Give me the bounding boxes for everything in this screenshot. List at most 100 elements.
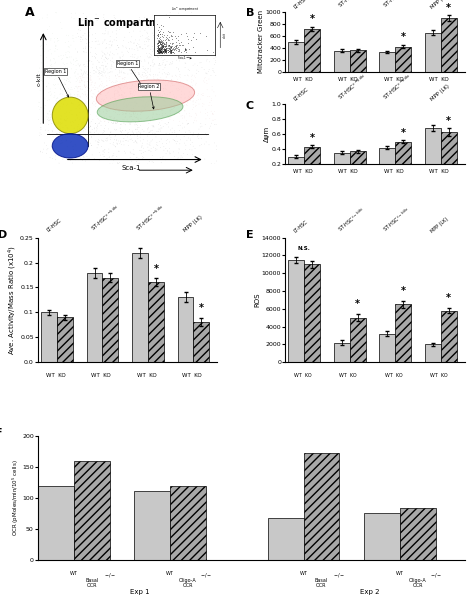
Point: [161, 0, 168, 10]
Point: [130, 149, 137, 159]
Point: [173, 131, 180, 141]
Point: [113, 186, 121, 195]
Point: [142, 105, 150, 115]
Point: [100, 97, 107, 106]
Point: [212, 71, 219, 80]
Point: [142, 100, 149, 109]
Point: [45, 126, 52, 135]
Point: [27, 36, 34, 46]
Point: [144, 29, 151, 39]
Point: [152, 144, 159, 153]
Point: [29, 30, 37, 40]
Point: [167, 34, 174, 44]
Point: [73, 77, 80, 86]
Point: [140, 153, 147, 162]
Point: [110, 185, 118, 195]
Point: [84, 108, 91, 117]
Point: [140, 117, 148, 126]
Point: [51, 46, 59, 56]
Point: [166, 137, 173, 147]
Point: [200, 100, 208, 109]
Point: [103, 73, 110, 83]
Point: [132, 180, 139, 190]
Point: [115, 82, 123, 91]
Point: [118, 73, 126, 83]
Point: [44, 10, 51, 20]
Point: [34, 130, 41, 139]
Point: [155, 84, 162, 94]
Point: [228, 177, 236, 187]
Point: [108, 97, 116, 106]
Point: [22, 173, 29, 182]
Point: [98, 46, 106, 56]
Point: [84, 204, 91, 214]
Point: [116, 52, 124, 62]
Point: [122, 42, 130, 52]
Point: [228, 35, 235, 44]
Point: [225, 90, 233, 100]
Point: [144, 33, 152, 43]
Point: [159, 105, 166, 115]
Point: [189, 104, 196, 114]
Point: [127, 84, 135, 94]
Point: [112, 65, 119, 74]
Point: [130, 104, 137, 113]
Point: [181, 105, 189, 115]
Point: [116, 91, 123, 100]
Point: [14, 73, 22, 83]
Point: [135, 127, 143, 136]
Point: [107, 36, 115, 46]
Point: [53, 118, 60, 128]
Point: [82, 69, 90, 78]
Point: [112, 26, 120, 36]
Point: [167, 160, 175, 169]
Point: [54, 145, 62, 155]
Point: [77, 119, 85, 128]
Point: [68, 120, 75, 130]
Point: [64, 69, 71, 78]
Point: [105, 124, 112, 134]
Point: [224, 94, 231, 104]
Point: [215, 114, 222, 124]
Point: [204, 107, 211, 117]
Point: [57, 160, 64, 169]
Point: [183, 38, 191, 47]
Point: [208, 101, 215, 110]
Point: [0, 100, 5, 109]
Point: [116, 57, 124, 67]
Point: [86, 30, 93, 40]
Point: [67, 110, 75, 119]
Point: [84, 97, 92, 107]
Point: [74, 87, 82, 97]
Point: [142, 17, 149, 27]
Point: [126, 65, 133, 74]
Point: [58, 99, 65, 108]
Point: [92, 165, 100, 175]
Point: [169, 80, 176, 90]
Point: [179, 113, 186, 123]
Point: [62, 96, 69, 105]
Point: [111, 113, 118, 122]
Point: [52, 83, 59, 93]
Point: [0, 82, 4, 92]
Point: [173, 84, 180, 94]
Point: [100, 107, 107, 117]
Point: [91, 85, 98, 94]
Point: [166, 0, 174, 5]
Point: [98, 94, 106, 104]
Point: [86, 68, 94, 77]
Point: [163, 162, 170, 171]
Point: [106, 51, 114, 60]
Point: [155, 59, 163, 69]
Point: [152, 145, 160, 155]
Point: [171, 14, 179, 24]
Point: [91, 194, 98, 204]
Point: [147, 0, 155, 7]
Point: [241, 88, 248, 98]
Point: [129, 92, 137, 101]
Point: [0, 72, 4, 82]
Point: [139, 148, 147, 157]
Point: [123, 178, 130, 187]
Point: [124, 129, 131, 138]
Point: [121, 95, 129, 105]
